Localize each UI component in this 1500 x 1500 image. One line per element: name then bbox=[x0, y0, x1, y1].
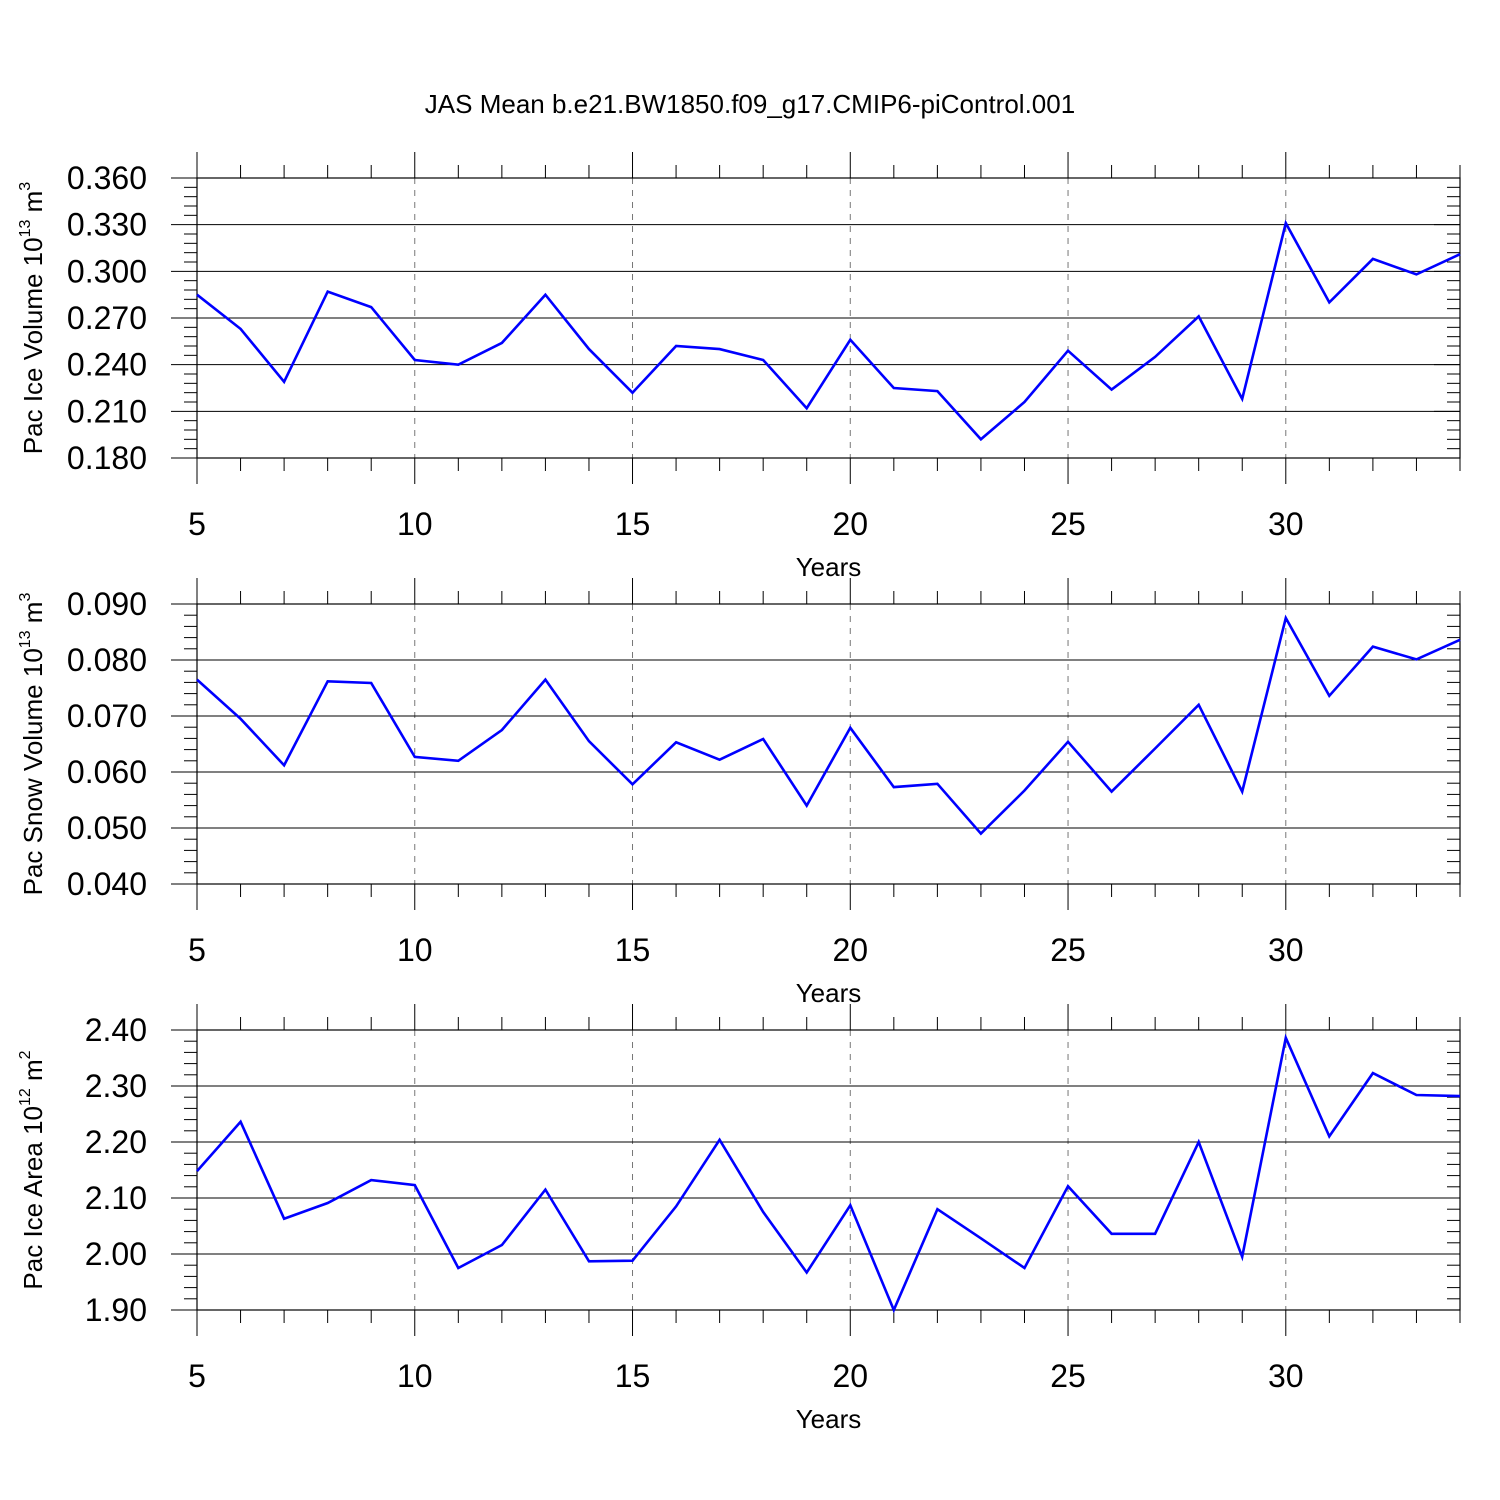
y-tick-label: 0.360 bbox=[67, 160, 147, 196]
y-tick-label: 2.10 bbox=[85, 1180, 147, 1216]
x-tick-label: 25 bbox=[1050, 932, 1086, 968]
x-tick-label: 20 bbox=[832, 506, 868, 542]
x-tick-label: 30 bbox=[1268, 1358, 1304, 1394]
y-tick-label: 0.240 bbox=[67, 347, 147, 383]
x-axis-title: Years bbox=[796, 552, 862, 582]
x-tick-label: 15 bbox=[615, 932, 651, 968]
x-tick-label: 15 bbox=[615, 506, 651, 542]
y-axis-title: Pac Ice Area 1012 m2 bbox=[17, 1050, 48, 1289]
panels: 5 10 15 20 25 300.1800.2100.2400.2700.3000.33… bbox=[17, 152, 1461, 1434]
y-axis-title-unit: m bbox=[18, 191, 48, 220]
x-tick-label: 25 bbox=[1050, 506, 1086, 542]
x-tick-label: 10 bbox=[397, 506, 433, 542]
y-tick-label: 0.180 bbox=[67, 440, 147, 476]
series-line-1 bbox=[196, 1033, 1461, 1314]
x-tick-label: 10 bbox=[397, 932, 433, 968]
y-axis-title: Pac Ice Volume 1013 m3 bbox=[17, 182, 48, 455]
y-axis-title-unit-exponent: 3 bbox=[17, 593, 34, 602]
x-tick-label: 25 bbox=[1050, 1358, 1086, 1394]
y-tick-label: 0.300 bbox=[67, 253, 147, 289]
x-tick-label: 10 bbox=[397, 1358, 433, 1394]
y-tick-label: 0.040 bbox=[67, 866, 147, 902]
y-axis-title-text: Pac Ice Volume 10 bbox=[18, 237, 48, 454]
y-tick-label: 0.330 bbox=[67, 207, 147, 243]
y-tick-label: 2.30 bbox=[85, 1068, 147, 1104]
y-tick-label: 2.40 bbox=[85, 1012, 147, 1048]
x-tick-label: 5 bbox=[188, 932, 206, 968]
plot-frame bbox=[196, 1029, 1461, 1311]
x-axis-title: Years bbox=[796, 978, 862, 1008]
chart-panel-1: 5 10 15 20 25 30 0.180 0.210 0.240 0.270 0.300 0.33… bbox=[17, 152, 1461, 582]
y-axis-title-unit-exponent: 3 bbox=[17, 182, 34, 191]
series-line-1 bbox=[196, 219, 1461, 442]
plot-frame bbox=[196, 603, 1461, 885]
x-tick-label: 20 bbox=[832, 1358, 868, 1394]
series-line-1 bbox=[196, 614, 1461, 836]
x-axis-title: Years bbox=[796, 1404, 862, 1434]
y-tick-label: 1.90 bbox=[85, 1292, 147, 1328]
x-tick-label: 5 bbox=[188, 506, 206, 542]
x-tick-label: 30 bbox=[1268, 932, 1304, 968]
y-tick-label: 0.210 bbox=[67, 393, 147, 429]
y-tick-label: 0.270 bbox=[67, 300, 147, 336]
x-tick-label: 20 bbox=[832, 932, 868, 968]
y-axis-title-unit: m bbox=[18, 602, 48, 631]
y-axis-title-exponent: 13 bbox=[17, 219, 34, 237]
chart-panel-2: 5 10 15 20 25 30 0.040 0.050 0.060 0.070 0.080 0.09… bbox=[17, 578, 1461, 1008]
y-axis-title: Pac Snow Volume 1013 m3 bbox=[17, 593, 48, 896]
y-axis-title-text: Pac Ice Area 10 bbox=[18, 1106, 48, 1290]
y-axis-title-text: Pac Snow Volume 10 bbox=[18, 648, 48, 895]
figure-title: JAS Mean b.e21.BW1850.f09_g17.CMIP6-piCo… bbox=[425, 89, 1075, 119]
y-axis-title-unit-exponent: 2 bbox=[17, 1050, 34, 1059]
y-tick-label: 0.090 bbox=[67, 586, 147, 622]
y-tick-label: 0.050 bbox=[67, 810, 147, 846]
y-tick-label: 0.080 bbox=[67, 642, 147, 678]
y-axis-title-exponent: 12 bbox=[17, 1088, 34, 1106]
y-tick-label: 0.070 bbox=[67, 698, 147, 734]
y-tick-label: 0.060 bbox=[67, 754, 147, 790]
y-axis-title-unit: m bbox=[18, 1059, 48, 1088]
y-axis-title-exponent: 13 bbox=[17, 630, 34, 648]
x-tick-label: 30 bbox=[1268, 506, 1304, 542]
y-tick-label: 2.20 bbox=[85, 1124, 147, 1160]
x-tick-label: 15 bbox=[615, 1358, 651, 1394]
y-tick-label: 2.00 bbox=[85, 1236, 147, 1272]
x-tick-label: 5 bbox=[188, 1358, 206, 1394]
chart-panel-3: 5 10 15 20 25 30 1.90 2.00 2.10 2.20 2.30 2.40 Years… bbox=[17, 1004, 1461, 1434]
